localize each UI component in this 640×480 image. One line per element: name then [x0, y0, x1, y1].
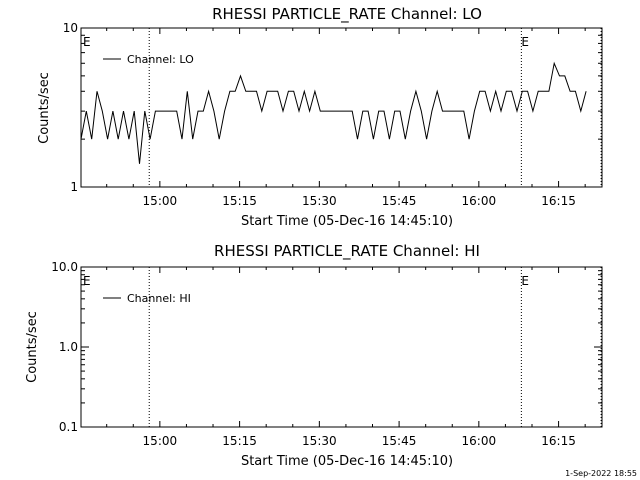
x-tick-label: 15:15: [222, 194, 257, 208]
y-axis-label-lo: Counts/sec: [37, 72, 52, 144]
x-tick-label: 15:30: [302, 434, 337, 448]
y-axis-label-hi: Counts/sec: [25, 311, 40, 383]
legend-hi: Channel: HI: [103, 292, 191, 305]
y-tick-label: 1.0: [59, 340, 78, 354]
footer-timestamp: 1-Sep-2022 18:55: [565, 469, 637, 478]
panel-lo: RHESSI PARTICLE_RATE Channel: LO Counts/…: [37, 5, 603, 229]
x-tick-label: 16:15: [541, 434, 576, 448]
y-tick-label: 10.0: [51, 260, 78, 274]
x-tick-label: 15:15: [222, 434, 257, 448]
series-line-lo: [80, 61, 587, 164]
event-marker-label: E: [521, 274, 529, 288]
plot-frame-lo: [80, 27, 603, 188]
legend-lo: Channel: LO: [103, 53, 194, 66]
x-tick-label: 15:00: [143, 194, 178, 208]
y-tick-label: 0.1: [59, 420, 78, 434]
y-tick-label: 1: [70, 180, 78, 194]
chart-title-lo: RHESSI PARTICLE_RATE Channel: LO: [212, 5, 482, 24]
x-axis-label-hi: Start Time (05-Dec-16 14:45:10): [241, 454, 453, 469]
legend-entry-hi: Channel: HI: [127, 292, 191, 305]
legend-entry-lo: Channel: LO: [127, 53, 194, 66]
chart-title-hi: RHESSI PARTICLE_RATE Channel: HI: [214, 242, 480, 261]
x-tick-label: 16:15: [541, 194, 576, 208]
ticks-lo: 15:00 15:15 15:30 15:45 16:00 16:15 1 10: [63, 21, 602, 208]
panel-hi: RHESSI PARTICLE_RATE Channel: HI Counts/…: [25, 242, 603, 469]
x-tick-label: 15:30: [302, 194, 337, 208]
ticks-hi: 15:00 15:15 15:30 15:45 16:00 16:15 0.1 1.0 10.0: [51, 260, 602, 448]
x-tick-label: 15:45: [382, 434, 417, 448]
x-axis-label-lo: Start Time (05-Dec-16 14:45:10): [241, 214, 453, 229]
plot-frame-hi: [80, 266, 603, 428]
x-tick-label: 15:00: [143, 434, 178, 448]
event-marker-label: E: [83, 35, 91, 49]
event-marker-label: E: [83, 274, 91, 288]
x-tick-label: 16:00: [462, 434, 497, 448]
event-marker-label: E: [521, 35, 529, 49]
y-tick-label: 10: [63, 21, 78, 35]
x-tick-label: 15:45: [382, 194, 417, 208]
x-tick-label: 16:00: [462, 194, 497, 208]
